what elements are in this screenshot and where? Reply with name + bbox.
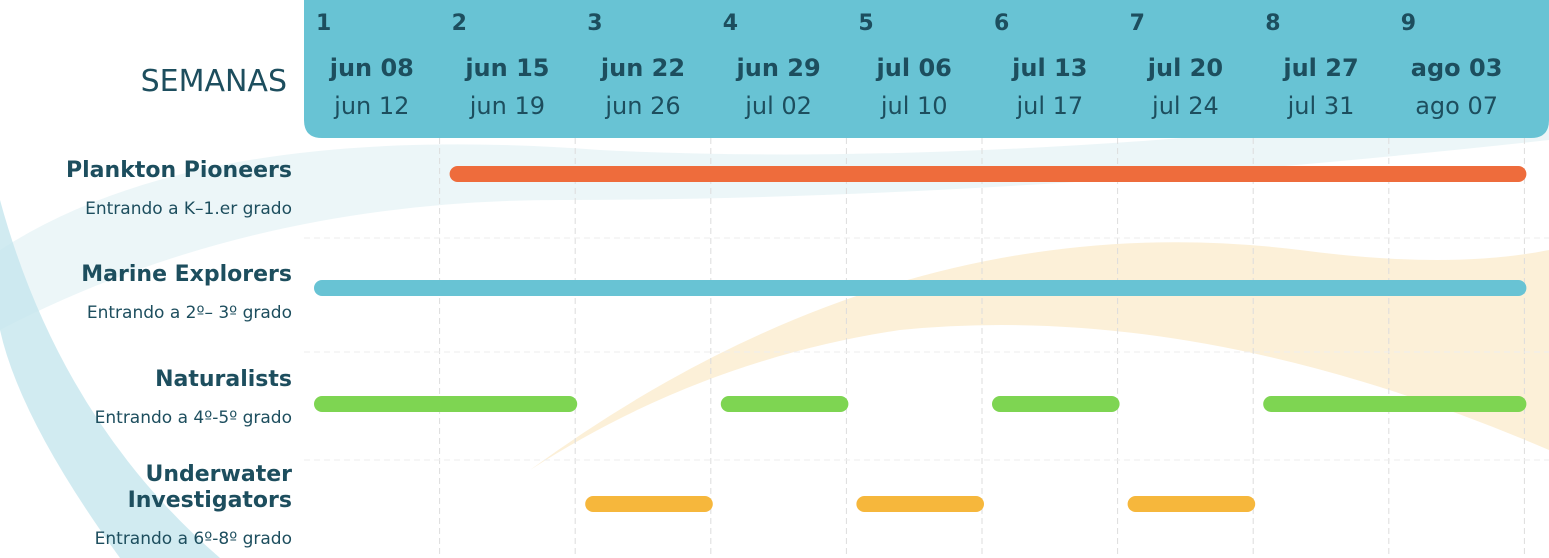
week-number: 1 xyxy=(316,11,331,36)
session-bar xyxy=(721,396,849,412)
week-number: 4 xyxy=(723,11,738,36)
week-start: jul 06 xyxy=(876,54,952,82)
header-title: SEMANAS xyxy=(141,64,287,99)
program-label: Plankton Pioneers Entrando a K–1.er grado xyxy=(0,158,292,220)
week-end: ago 07 xyxy=(1415,92,1498,120)
program-label: Naturalists Entrando a 4º-5º grado xyxy=(0,367,292,429)
session-bar xyxy=(1128,496,1256,512)
program-name: Underwater Investigators xyxy=(92,462,292,514)
program-grade: Entrando a 2º– 3º grado xyxy=(0,302,292,324)
week-number: 8 xyxy=(1265,11,1280,36)
week-end: jul 31 xyxy=(1287,92,1355,120)
page: 1 jun 08 jun 12 2 jun 15 jun 19 3 jun 22 jun 26 4… xyxy=(0,0,1549,558)
week-start: jul 13 xyxy=(1011,54,1087,82)
program-grade: Entrando a 6º-8º grado xyxy=(92,528,292,550)
week-start: jun 15 xyxy=(464,54,549,82)
week-number: 5 xyxy=(858,11,873,36)
program-label: Marine Explorers Entrando a 2º– 3º grado xyxy=(0,262,292,324)
session-bar xyxy=(992,396,1120,412)
decor xyxy=(530,242,1549,470)
week-start: jul 20 xyxy=(1147,54,1223,82)
program-label: Underwater Investigators Entrando a 6º-8º… xyxy=(92,462,292,550)
week-end: jul 17 xyxy=(1015,92,1083,120)
week-end: jun 26 xyxy=(604,92,680,120)
session-bar xyxy=(314,280,1526,296)
program-grade: Entrando a K–1.er grado xyxy=(0,198,292,220)
week-number: 9 xyxy=(1401,11,1416,36)
program-name: Naturalists xyxy=(0,367,292,393)
week-number: 6 xyxy=(994,11,1009,36)
week-number: 7 xyxy=(1130,11,1145,36)
program-name: Marine Explorers xyxy=(0,262,292,288)
week-end: jun 12 xyxy=(333,92,409,120)
week-start: jun 29 xyxy=(736,54,821,82)
session-bar xyxy=(856,496,984,512)
program-name: Plankton Pioneers xyxy=(0,158,292,184)
week-start: jul 27 xyxy=(1282,54,1358,82)
week-start: jun 08 xyxy=(329,54,414,82)
week-end: jul 24 xyxy=(1151,92,1219,120)
week-end: jul 02 xyxy=(744,92,812,120)
session-bar xyxy=(450,166,1527,182)
week-end: jun 19 xyxy=(469,92,545,120)
program-grade: Entrando a 4º-5º grado xyxy=(0,407,292,429)
week-start: ago 03 xyxy=(1411,54,1503,82)
week-end: jul 10 xyxy=(880,92,948,120)
week-number: 2 xyxy=(452,11,467,36)
week-start: jun 22 xyxy=(600,54,685,82)
session-bar xyxy=(314,396,577,412)
session-bar xyxy=(585,496,713,512)
session-bar xyxy=(1263,396,1526,412)
week-number: 3 xyxy=(587,11,602,36)
